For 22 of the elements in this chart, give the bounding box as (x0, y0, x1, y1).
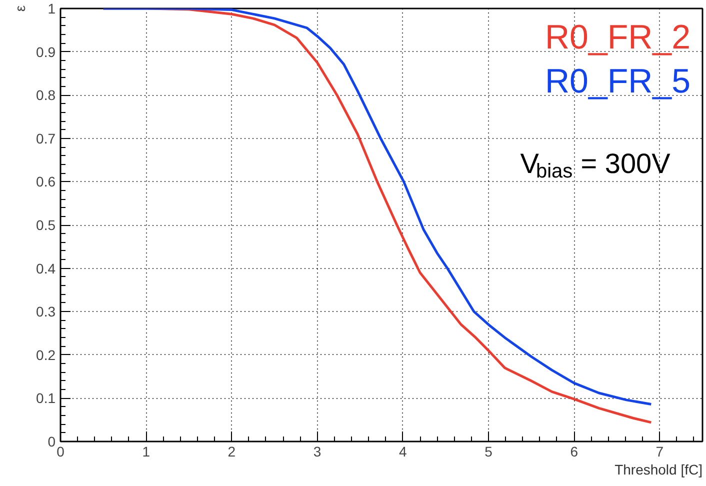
y-tick-label: 0.3 (36, 304, 56, 320)
y-axis-title: ε (12, 5, 28, 12)
x-tick-label: 6 (570, 444, 578, 460)
y-tick-label: 0.1 (36, 390, 56, 406)
x-axis-title: Threshold [fC] (614, 462, 703, 478)
y-tick-label: 0.5 (36, 217, 56, 233)
x-tick-label: 4 (399, 444, 408, 460)
y-tick-label: 0.4 (36, 260, 56, 276)
x-tick-label: 3 (313, 444, 322, 460)
x-tick-label: 5 (484, 444, 493, 460)
x-tick-label: 1 (142, 444, 150, 460)
x-tick-label: 2 (228, 444, 236, 460)
y-tick-label: 1 (48, 0, 56, 16)
y-tick-label: 0.7 (36, 130, 56, 146)
y-tick-label: 0.2 (36, 346, 56, 363)
text: R0_FR_2 (544, 18, 691, 56)
y-tick-label: 0.8 (36, 87, 56, 104)
text: R0_FR_5 (544, 62, 691, 100)
y-tick-label: 0 (48, 434, 56, 450)
x-tick-label: 7 (656, 444, 664, 460)
y-tick-label: 0.9 (36, 44, 56, 60)
y-tick-label: 0.6 (36, 174, 56, 190)
